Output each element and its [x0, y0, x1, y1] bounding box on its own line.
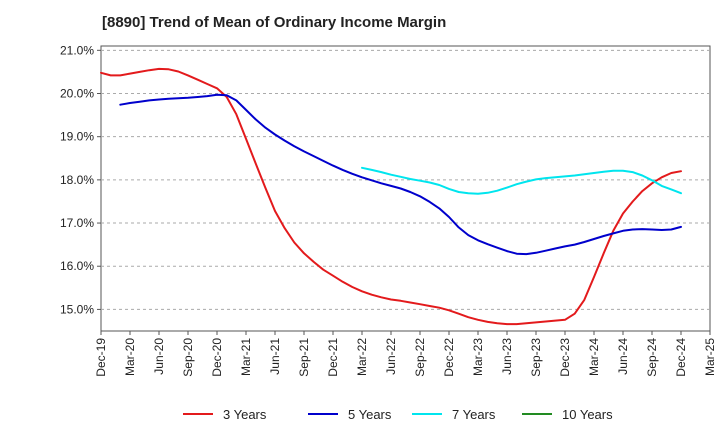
x-tick-label: Sep-21 — [297, 338, 311, 377]
x-tick-label: Dec-22 — [442, 338, 456, 377]
y-tick-label: 18.0% — [60, 173, 94, 187]
x-tick-label: Mar-21 — [239, 338, 253, 376]
x-tick-label: Sep-22 — [413, 338, 427, 377]
x-tick-label: Mar-23 — [471, 338, 485, 376]
x-tick-label: Sep-23 — [529, 338, 543, 377]
y-axis: 15.0% 16.0% 17.0% 18.0% 19.0% 20.0% 21.0% — [60, 43, 101, 316]
series-line-7-years — [361, 166, 682, 195]
y-tick-label: 15.0% — [60, 302, 94, 316]
series-lines — [100, 67, 682, 326]
legend-label-3-years: 3 Years — [223, 407, 267, 422]
x-tick-label: Jun-21 — [268, 338, 282, 375]
x-tick-label: Jun-23 — [500, 338, 514, 375]
y-tick-label: 19.0% — [60, 130, 94, 144]
plot-area-border — [100, 45, 711, 332]
series-line-5-years — [119, 93, 682, 256]
chart-title: [8890] Trend of Mean of Ordinary Income … — [102, 14, 447, 31]
x-tick-label: Dec-20 — [210, 338, 224, 377]
x-tick-label: Jun-22 — [384, 338, 398, 375]
x-axis: Dec-19 Mar-20 Jun-20 Sep-20 Dec-20 Mar-21 Jun-… — [94, 331, 717, 377]
x-tick-label: Mar-22 — [355, 338, 369, 376]
x-tick-label: Mar-25 — [703, 338, 717, 376]
x-tick-label: Sep-24 — [645, 338, 659, 377]
legend: 3 Years 5 Years 7 Years 10 Years — [183, 407, 613, 422]
x-tick-label: Sep-20 — [181, 338, 195, 377]
legend-label-10-years: 10 Years — [562, 407, 613, 422]
x-tick-label: Jun-20 — [152, 338, 166, 375]
legend-label-5-years: 5 Years — [348, 407, 392, 422]
y-tick-label: 20.0% — [60, 87, 94, 101]
x-tick-label: Dec-24 — [674, 338, 688, 377]
y-tick-label: 16.0% — [60, 259, 94, 273]
x-tick-label: Jun-24 — [616, 338, 630, 375]
x-tick-label: Mar-20 — [123, 338, 137, 376]
x-tick-label: Dec-23 — [558, 338, 572, 377]
series-line-3-years — [100, 67, 682, 326]
x-tick-label: Dec-19 — [94, 338, 108, 377]
y-tick-label: 21.0% — [60, 43, 94, 57]
y-tick-label: 17.0% — [60, 216, 94, 230]
x-tick-label: Dec-21 — [326, 338, 340, 377]
x-tick-label: Mar-24 — [587, 338, 601, 376]
legend-label-7-years: 7 Years — [452, 407, 496, 422]
